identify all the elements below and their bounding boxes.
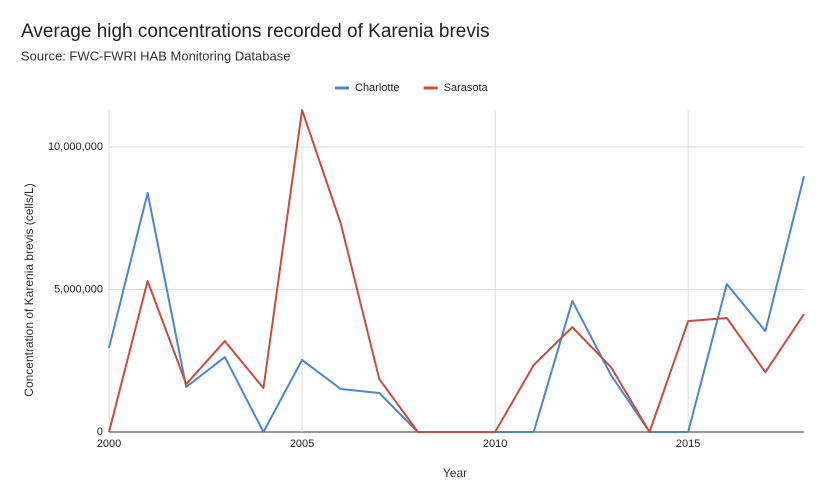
chart-title: Average high concentrations recorded of … [21, 21, 490, 42]
y-tick-label: 5,000,000 [54, 283, 103, 295]
y-tick-label: 10,000,000 [48, 141, 103, 153]
x-tick-label: 2000 [97, 438, 121, 450]
line [108, 109, 805, 433]
x-tick-label: 2010 [483, 438, 507, 450]
legend-label: Charlotte [355, 82, 400, 94]
x-tick-label: 2015 [676, 438, 700, 450]
chart-subtitle: Source: FWC-FWRI HAB Monitoring Database [21, 48, 290, 63]
x-axis-title: Year [443, 466, 467, 480]
y-tick-label: 0 [97, 426, 103, 438]
x-tick-label: 2005 [290, 438, 314, 450]
y-axis-title: Concentration of Karenia brevis (cells/L… [22, 183, 36, 396]
line [108, 175, 805, 433]
legend-label: Sarasota [444, 82, 489, 94]
